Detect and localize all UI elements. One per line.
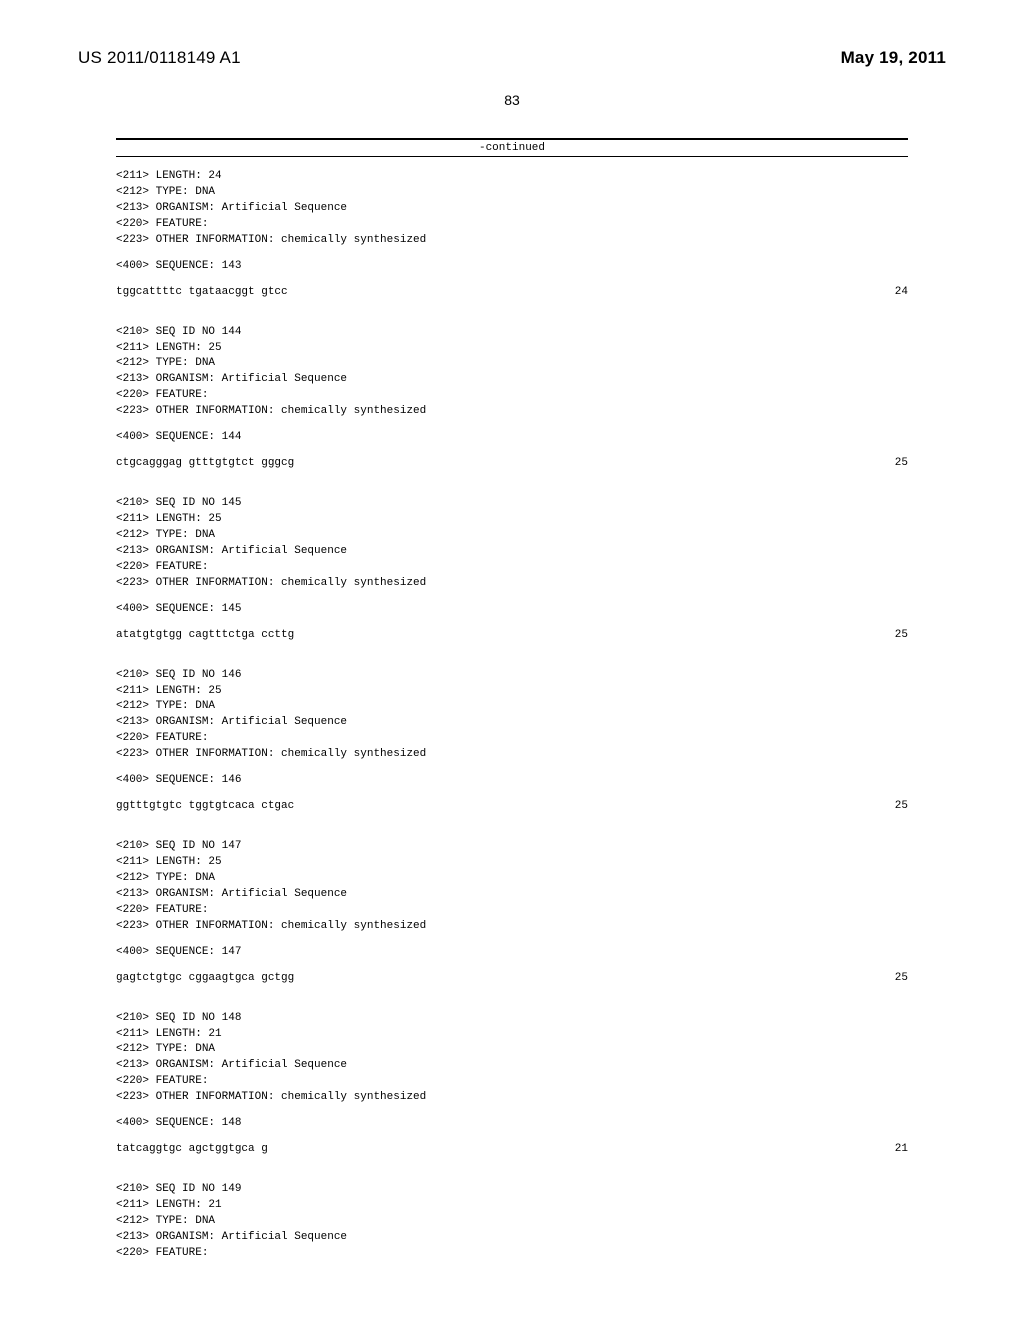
- metadata-line: <223> OTHER INFORMATION: chemically synt…: [116, 919, 908, 935]
- spacer: [116, 763, 908, 773]
- continued-label: -continued: [116, 138, 908, 157]
- metadata-line: <211> LENGTH: 25: [116, 684, 908, 700]
- spacer: [116, 658, 908, 668]
- metadata-line: <223> OTHER INFORMATION: chemically synt…: [116, 576, 908, 592]
- sequence-length: 25: [895, 628, 908, 644]
- metadata-line: <212> TYPE: DNA: [116, 185, 908, 201]
- metadata-line: <210> SEQ ID NO 146: [116, 668, 908, 684]
- metadata-line: <213> ORGANISM: Artificial Sequence: [116, 1230, 908, 1246]
- sequence-length: 25: [895, 799, 908, 815]
- metadata-line: <211> LENGTH: 25: [116, 855, 908, 871]
- spacer: [116, 275, 908, 285]
- metadata-line: <220> FEATURE:: [116, 217, 908, 233]
- sequence-listing: <211> LENGTH: 24<212> TYPE: DNA<213> ORG…: [78, 169, 946, 1262]
- metadata-line: <213> ORGANISM: Artificial Sequence: [116, 201, 908, 217]
- page-container: US 2011/0118149 A1 May 19, 2011 83 -cont…: [0, 0, 1024, 1320]
- spacer: [116, 961, 908, 971]
- metadata-line: <220> FEATURE:: [116, 560, 908, 576]
- metadata-line: <223> OTHER INFORMATION: chemically synt…: [116, 233, 908, 249]
- sequence-text: ctgcagggag gtttgtgtct gggcg: [116, 456, 294, 472]
- metadata-line: <210> SEQ ID NO 144: [116, 325, 908, 341]
- metadata-line: <212> TYPE: DNA: [116, 699, 908, 715]
- spacer: [116, 618, 908, 628]
- metadata-line: <213> ORGANISM: Artificial Sequence: [116, 544, 908, 560]
- sequence-text: tatcaggtgc agctggtgca g: [116, 1142, 268, 1158]
- sequence-text: atatgtgtgg cagtttctga ccttg: [116, 628, 294, 644]
- metadata-line: <211> LENGTH: 24: [116, 169, 908, 185]
- spacer: [116, 1132, 908, 1142]
- metadata-line: <212> TYPE: DNA: [116, 1042, 908, 1058]
- sequence-header: <400> SEQUENCE: 145: [116, 602, 908, 618]
- page-number: 83: [78, 92, 946, 108]
- metadata-line: <220> FEATURE:: [116, 903, 908, 919]
- spacer: [116, 446, 908, 456]
- sequence-row: gagtctgtgc cggaagtgca gctgg 25: [116, 971, 908, 987]
- sequence-header: <400> SEQUENCE: 143: [116, 259, 908, 275]
- metadata-line: <213> ORGANISM: Artificial Sequence: [116, 372, 908, 388]
- metadata-line: <220> FEATURE:: [116, 1246, 908, 1262]
- sequence-header: <400> SEQUENCE: 148: [116, 1116, 908, 1132]
- metadata-line: <212> TYPE: DNA: [116, 871, 908, 887]
- page-header: US 2011/0118149 A1 May 19, 2011: [78, 48, 946, 68]
- spacer: [116, 592, 908, 602]
- metadata-line: <220> FEATURE:: [116, 388, 908, 404]
- spacer: [116, 420, 908, 430]
- spacer: [116, 1106, 908, 1116]
- metadata-line: <213> ORGANISM: Artificial Sequence: [116, 887, 908, 903]
- publication-number: US 2011/0118149 A1: [78, 48, 241, 68]
- metadata-line: <210> SEQ ID NO 145: [116, 496, 908, 512]
- metadata-line: <212> TYPE: DNA: [116, 1214, 908, 1230]
- metadata-line: <220> FEATURE:: [116, 731, 908, 747]
- sequence-length: 25: [895, 456, 908, 472]
- spacer: [116, 935, 908, 945]
- metadata-line: <212> TYPE: DNA: [116, 528, 908, 544]
- metadata-line: <211> LENGTH: 21: [116, 1198, 908, 1214]
- spacer: [116, 249, 908, 259]
- sequence-text: ggtttgtgtc tggtgtcaca ctgac: [116, 799, 294, 815]
- sequence-row: ggtttgtgtc tggtgtcaca ctgac 25: [116, 799, 908, 815]
- sequence-row: tatcaggtgc agctggtgca g 21: [116, 1142, 908, 1158]
- spacer: [116, 1172, 908, 1182]
- spacer: [116, 829, 908, 839]
- metadata-line: <213> ORGANISM: Artificial Sequence: [116, 1058, 908, 1074]
- sequence-row: tggcattttc tgataacggt gtcc 24: [116, 285, 908, 301]
- metadata-line: <213> ORGANISM: Artificial Sequence: [116, 715, 908, 731]
- spacer: [116, 301, 908, 315]
- metadata-line: <223> OTHER INFORMATION: chemically synt…: [116, 747, 908, 763]
- metadata-line: <223> OTHER INFORMATION: chemically synt…: [116, 404, 908, 420]
- sequence-header: <400> SEQUENCE: 146: [116, 773, 908, 789]
- spacer: [116, 1001, 908, 1011]
- sequence-length: 24: [895, 285, 908, 301]
- sequence-text: gagtctgtgc cggaagtgca gctgg: [116, 971, 294, 987]
- sequence-text: tggcattttc tgataacggt gtcc: [116, 285, 288, 301]
- sequence-header: <400> SEQUENCE: 147: [116, 945, 908, 961]
- spacer: [116, 486, 908, 496]
- sequence-length: 25: [895, 971, 908, 987]
- metadata-line: <220> FEATURE:: [116, 1074, 908, 1090]
- metadata-line: <211> LENGTH: 21: [116, 1027, 908, 1043]
- sequence-row: ctgcagggag gtttgtgtct gggcg 25: [116, 456, 908, 472]
- metadata-line: <211> LENGTH: 25: [116, 512, 908, 528]
- metadata-line: <210> SEQ ID NO 148: [116, 1011, 908, 1027]
- spacer: [116, 315, 908, 325]
- spacer: [116, 472, 908, 486]
- sequence-row: atatgtgtgg cagtttctga ccttg 25: [116, 628, 908, 644]
- metadata-line: <210> SEQ ID NO 149: [116, 1182, 908, 1198]
- publication-date: May 19, 2011: [841, 48, 946, 68]
- sequence-length: 21: [895, 1142, 908, 1158]
- spacer: [116, 815, 908, 829]
- metadata-line: <210> SEQ ID NO 147: [116, 839, 908, 855]
- metadata-line: <211> LENGTH: 25: [116, 341, 908, 357]
- spacer: [116, 644, 908, 658]
- metadata-line: <223> OTHER INFORMATION: chemically synt…: [116, 1090, 908, 1106]
- spacer: [116, 987, 908, 1001]
- spacer: [116, 789, 908, 799]
- continued-wrapper: -continued: [116, 138, 908, 157]
- sequence-header: <400> SEQUENCE: 144: [116, 430, 908, 446]
- spacer: [116, 1158, 908, 1172]
- metadata-line: <212> TYPE: DNA: [116, 356, 908, 372]
